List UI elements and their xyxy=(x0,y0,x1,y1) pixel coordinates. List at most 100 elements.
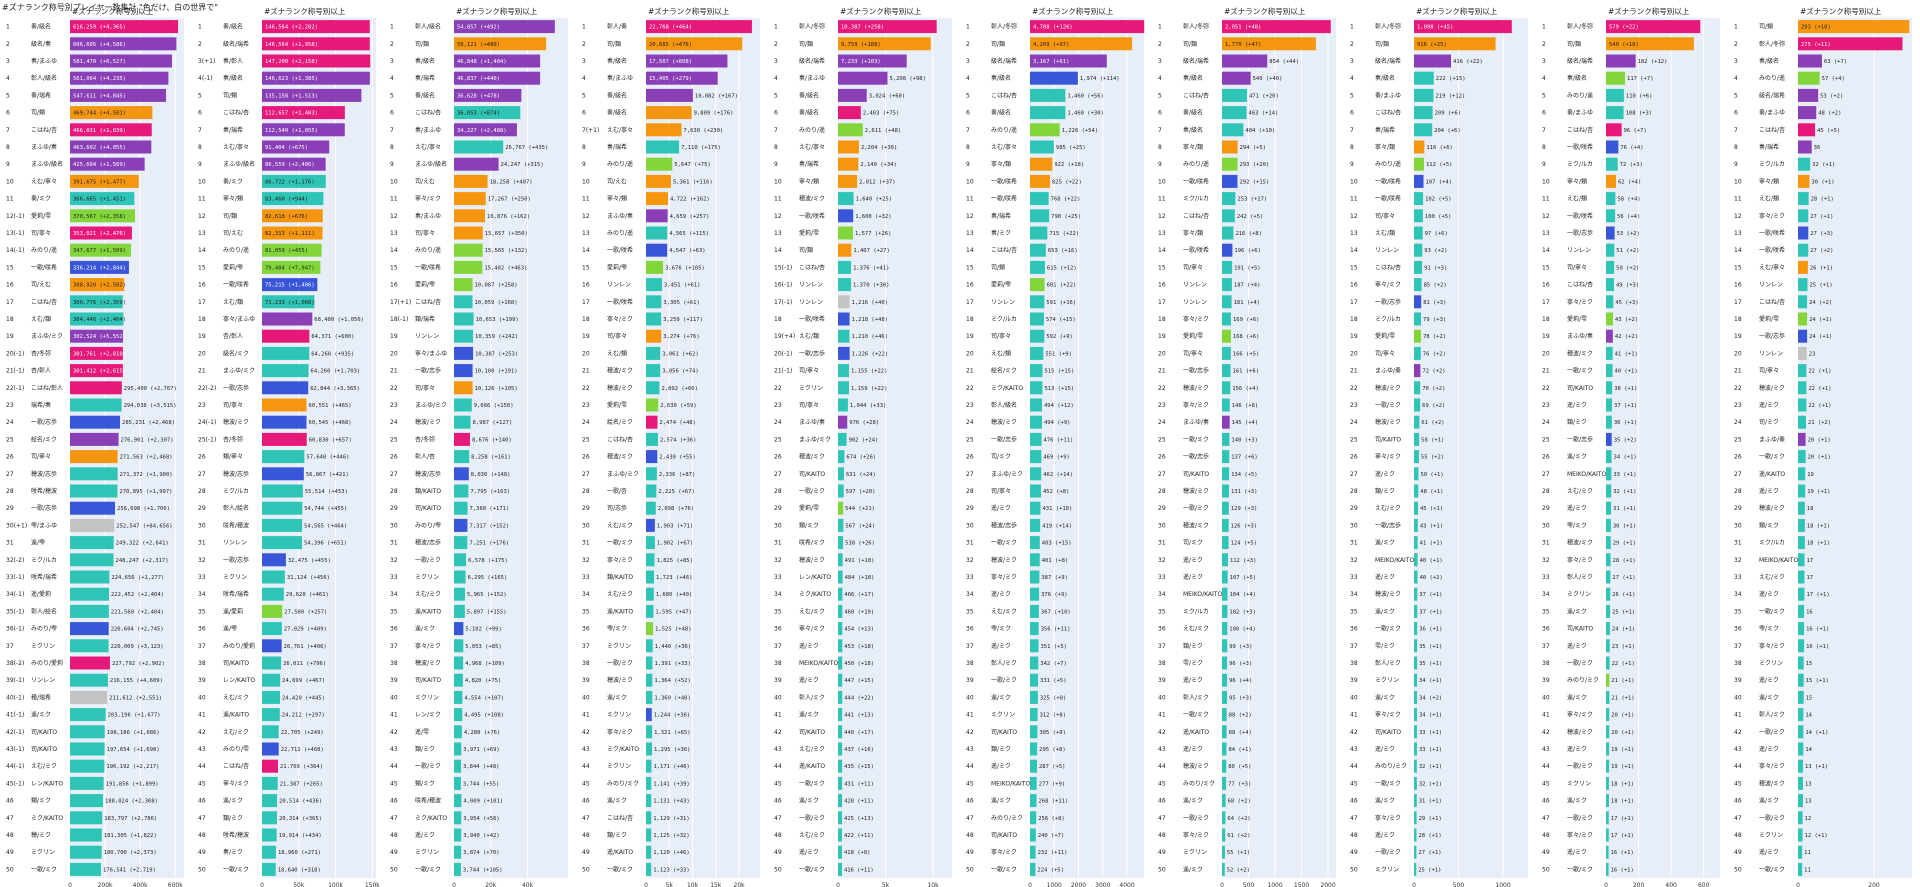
bar xyxy=(838,398,848,412)
category-label: 遥/ミク xyxy=(1567,848,1587,856)
rank-label: 9 xyxy=(1734,161,1738,168)
bar xyxy=(1222,673,1228,687)
rank-label: 46 xyxy=(1734,798,1742,805)
category-label: 穂波/ミク xyxy=(1759,384,1785,392)
bar xyxy=(1414,192,1424,206)
rank-label: 26 xyxy=(966,454,974,461)
bar xyxy=(838,71,888,85)
rank-label: 1 xyxy=(774,24,778,31)
rank-label: 32 xyxy=(582,557,590,564)
data-label: 18 xyxy=(1807,506,1814,512)
category-label: 奏/級名 xyxy=(223,23,243,31)
category-label: ミクリン xyxy=(607,763,631,770)
bar xyxy=(646,243,668,257)
data-label: 342 (+7) xyxy=(1040,661,1067,667)
category-label: こはね/杏 xyxy=(223,109,249,117)
rank-label: 15 xyxy=(1734,264,1742,271)
category-label: こはね/杏 xyxy=(1567,126,1593,134)
category-label: 寧々/ミク xyxy=(223,779,249,787)
rank-label: 19(+4) xyxy=(774,333,795,340)
data-label: 1,391 (+33) xyxy=(654,661,690,667)
data-label: 76 (+4) xyxy=(1620,145,1643,151)
bar xyxy=(1798,174,1810,188)
bar xyxy=(262,278,318,292)
category-label: みのり/遥 xyxy=(415,246,441,254)
rank-label: 30 xyxy=(966,522,974,529)
data-label: 1,440 (+36) xyxy=(655,644,691,650)
bar xyxy=(1222,329,1231,343)
data-label: 277 (+9) xyxy=(1039,781,1066,787)
rank-label: 7 xyxy=(1350,127,1354,134)
category-label: 雫/ミク xyxy=(1759,626,1779,633)
bar xyxy=(838,312,850,326)
bar xyxy=(1414,776,1417,790)
category-label: 一歌/咲希 xyxy=(991,177,1017,185)
bar xyxy=(70,811,103,825)
rank-label: 9 xyxy=(582,161,586,168)
data-label: 34 (+1) xyxy=(1419,713,1442,719)
bar xyxy=(70,570,110,584)
bar xyxy=(1222,570,1228,584)
bar xyxy=(454,398,472,412)
category-label: 遥/ミク xyxy=(1375,745,1395,753)
data-label: 431 (+11) xyxy=(844,781,874,787)
bar xyxy=(1606,106,1624,120)
category-label: 愛莉/雫 xyxy=(1375,332,1395,340)
data-label: 46,837 (+440) xyxy=(457,76,500,82)
category-label: 奏/級名 xyxy=(991,109,1011,117)
x-tick-label: 3000 xyxy=(1095,882,1110,887)
data-label: 26 (+1) xyxy=(1612,592,1635,598)
data-label: 1,295 (+36) xyxy=(654,747,690,753)
bar xyxy=(1222,759,1227,773)
bar xyxy=(262,415,307,429)
bar xyxy=(70,106,153,120)
category-label: 寧々/ミク xyxy=(415,195,441,203)
data-label: 1,210 (+46) xyxy=(851,334,887,340)
rank-label: 7 xyxy=(1542,127,1546,134)
bar xyxy=(1030,37,1133,51)
data-label: 428 (+11) xyxy=(844,799,874,805)
data-label: 181,305 (+1,822) xyxy=(104,833,157,839)
bar xyxy=(1030,278,1045,292)
rank-label: 42 xyxy=(1158,729,1166,736)
category-label: 愛莉/雫 xyxy=(607,401,627,409)
category-label: えむ/ミク xyxy=(1375,505,1401,512)
rank-label: 45 xyxy=(582,780,590,787)
rank-label: 13 xyxy=(1734,230,1742,237)
data-label: 13 xyxy=(1805,781,1812,787)
category-label: 絵名/ミク xyxy=(31,435,57,443)
category-label: ミク/KAITO xyxy=(415,815,447,822)
data-label: 1,525 (+48) xyxy=(655,627,691,633)
rank-label: 8 xyxy=(1350,144,1354,151)
rank-label: 30 xyxy=(1350,522,1358,529)
bar xyxy=(838,106,861,120)
data-label: 391,675 (+1,477) xyxy=(73,179,126,185)
rank-label: 25 xyxy=(1734,436,1742,443)
data-label: 466 (+17) xyxy=(844,592,874,598)
data-label: 54,396 (+651) xyxy=(304,541,347,547)
category-label: 司/寧々 xyxy=(1759,367,1779,375)
data-label: 51 (+2) xyxy=(1616,248,1639,254)
data-label: 27 (+1) xyxy=(1612,575,1635,581)
category-label: 一歌/杏 xyxy=(607,487,627,495)
data-label: 3,061 (+62) xyxy=(662,351,698,357)
rank-label: 40 xyxy=(1350,694,1358,701)
data-label: 41 (+1) xyxy=(1615,351,1638,357)
rank-label: 39 xyxy=(198,677,206,684)
data-label: 29 (+1) xyxy=(1419,816,1442,822)
data-label: 27,029 (+409) xyxy=(284,627,327,633)
bar xyxy=(838,501,844,515)
data-label: 71,233 (+1,068) xyxy=(265,300,315,306)
bar xyxy=(70,862,101,876)
rank-label: 6 xyxy=(1158,110,1162,117)
category-label: えむ/類 xyxy=(1375,229,1395,237)
category-label: 一歌/ミク xyxy=(607,539,633,547)
data-label: 36 (+1) xyxy=(1419,627,1442,633)
rank-label: 2 xyxy=(1158,41,1162,48)
rank-label: 3 xyxy=(1350,58,1354,65)
bar xyxy=(1222,415,1230,429)
category-label: 彰人/ミク xyxy=(1183,693,1209,701)
bar xyxy=(1414,174,1424,188)
data-label: 15,405 (+279) xyxy=(649,76,692,82)
rank-label: 49 xyxy=(6,849,14,856)
